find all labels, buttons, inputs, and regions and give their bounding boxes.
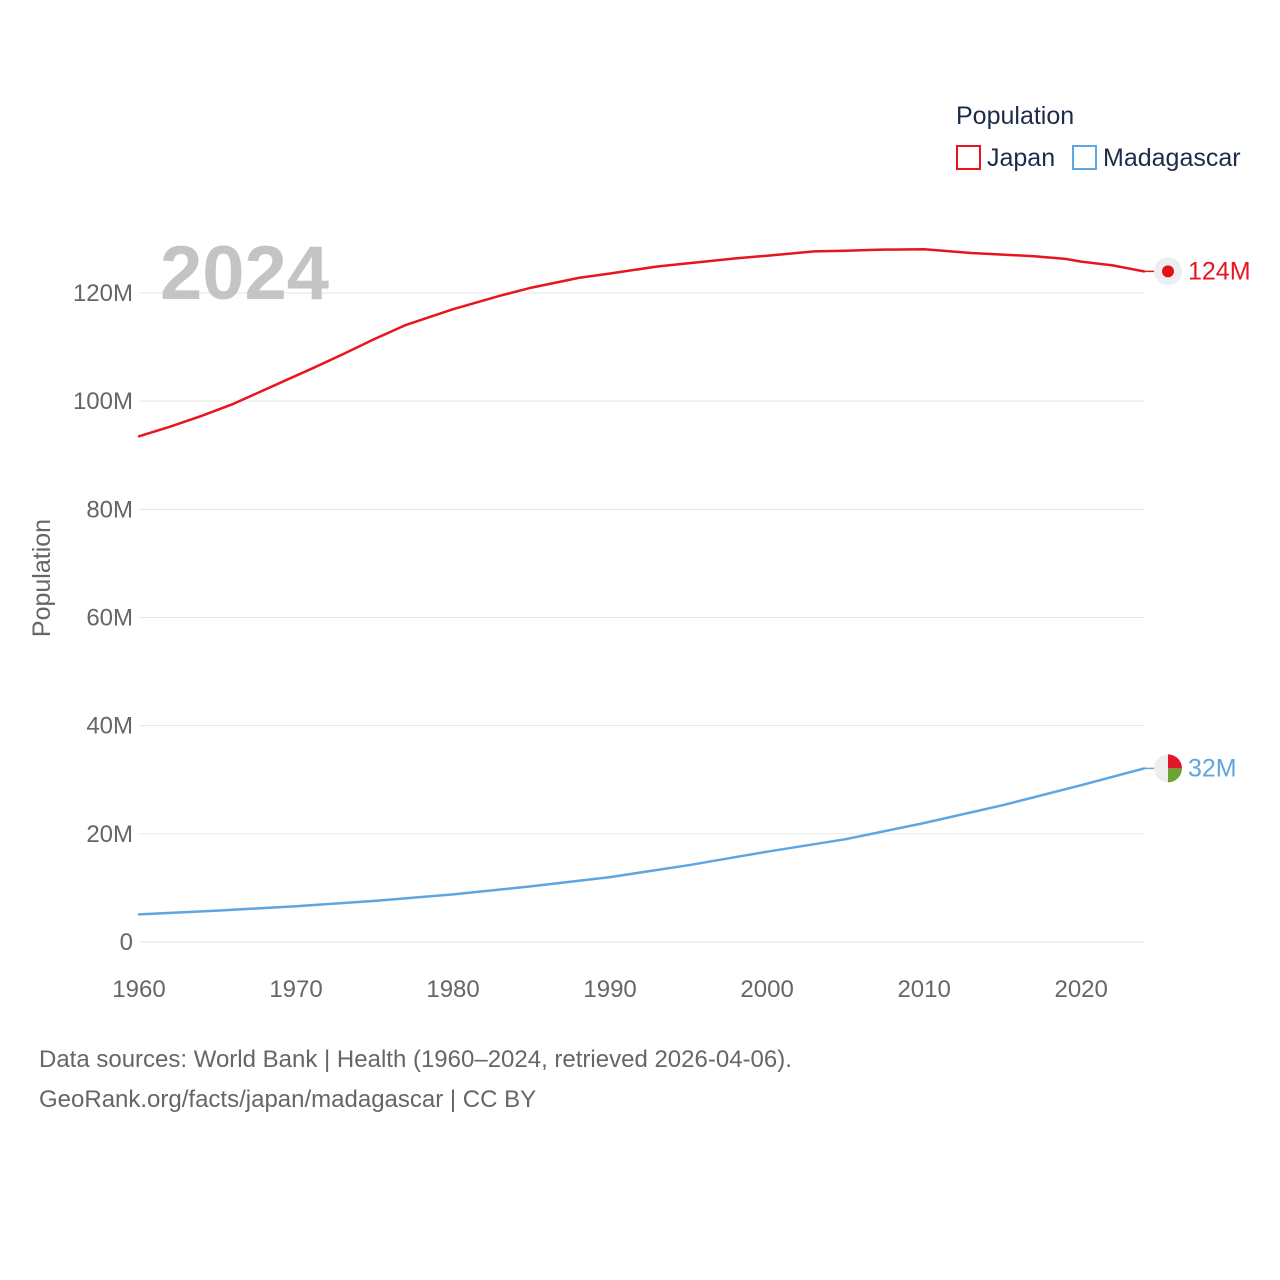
y-tick-label: 120M <box>73 280 133 307</box>
flag-green-band <box>1168 768 1182 783</box>
series-line-madagascar[interactable] <box>137 767 1146 916</box>
y-axis-ticks: 0 20M 40M 60M 80M 100M 120M <box>73 280 133 956</box>
x-tick-label: 2000 <box>740 976 793 1003</box>
y-tick-label: 0 <box>120 929 133 956</box>
y-tick-label: 20M <box>86 821 133 848</box>
legend-swatch-japan <box>956 145 981 170</box>
x-tick-label: 2020 <box>1054 976 1107 1003</box>
x-tick-label: 2010 <box>897 976 950 1003</box>
end-value-label-madagascar: 32M <box>1188 754 1237 782</box>
legend-swatch-madagascar <box>1072 145 1097 170</box>
legend-label-madagascar: Madagascar <box>1103 144 1241 172</box>
gridlines <box>139 292 1144 943</box>
x-tick-label: 1980 <box>426 976 479 1003</box>
legend-item-madagascar[interactable]: Madagascar <box>1072 144 1241 172</box>
y-axis-title: Population <box>28 519 56 637</box>
x-tick-label: 1990 <box>583 976 636 1003</box>
madagascar-flag-icon <box>1154 754 1182 783</box>
legend-title: Population <box>956 102 1074 130</box>
legend-label-japan: Japan <box>987 144 1055 172</box>
series-line-japan[interactable] <box>137 247 1146 438</box>
flag-white-band <box>1154 754 1168 783</box>
series-lines <box>137 247 1146 916</box>
x-axis-ticks: 1960 1970 1980 1990 2000 2010 2020 <box>112 976 1108 1003</box>
y-tick-label: 60M <box>86 605 133 632</box>
legend-item-japan[interactable]: Japan <box>956 144 1055 172</box>
y-tick-label: 100M <box>73 388 133 415</box>
end-value-label-japan: 124M <box>1188 257 1251 285</box>
flag-red-band <box>1168 754 1182 769</box>
data-sources-note: Data sources: World Bank | Health (1960–… <box>39 1046 792 1073</box>
x-tick-label: 1970 <box>269 976 322 1003</box>
y-tick-label: 40M <box>86 713 133 740</box>
legend: Population Japan Madagascar <box>956 102 1241 172</box>
source-link[interactable]: GeoRank.org/facts/japan/madagascar | CC … <box>39 1086 537 1113</box>
flag-sun <box>1162 265 1174 278</box>
year-label: 2024 <box>160 231 329 316</box>
y-tick-label: 80M <box>86 496 133 523</box>
end-markers: 124M 32M <box>1144 257 1251 783</box>
x-tick-label: 1960 <box>112 976 165 1003</box>
japan-flag-icon <box>1154 257 1182 286</box>
